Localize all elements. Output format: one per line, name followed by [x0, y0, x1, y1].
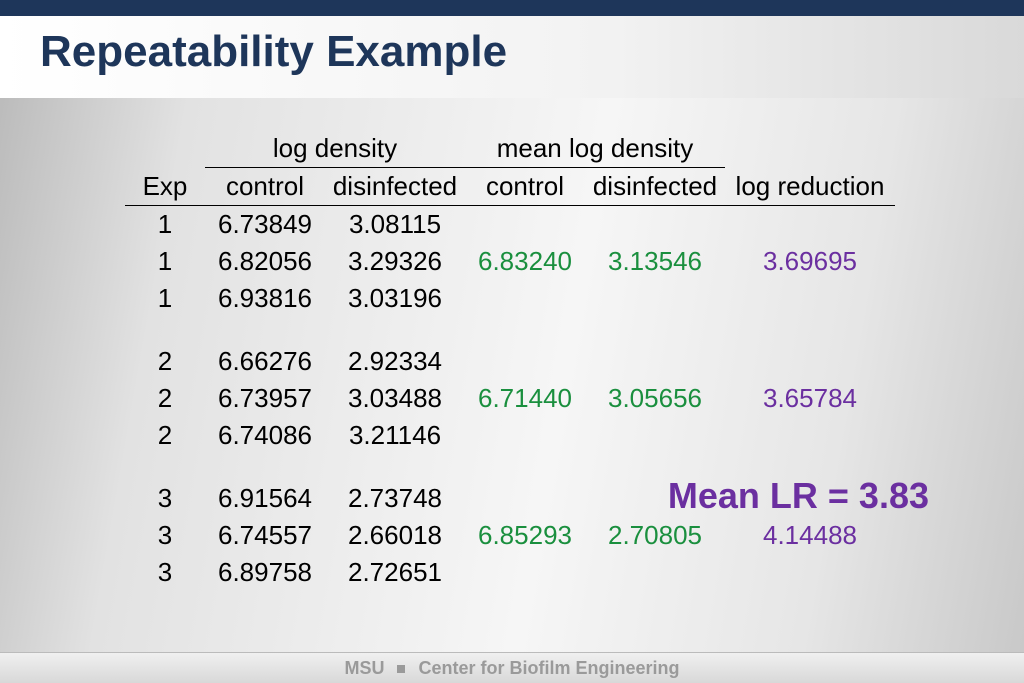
- col-control: control: [205, 168, 325, 206]
- cell-control: 6.74086: [205, 417, 325, 454]
- cell-control: 6.82056: [205, 243, 325, 280]
- cell-mean-disinfected: [585, 280, 725, 317]
- cell-disinfected: 3.29326: [325, 243, 465, 280]
- cell-log-reduction: [725, 206, 895, 244]
- content-area: log density mean log density Exp control…: [0, 130, 1024, 591]
- footer-separator-icon: [397, 665, 405, 673]
- cell-mean-control: [465, 206, 585, 244]
- cell-control: 6.93816: [205, 280, 325, 317]
- cell-exp: 3: [125, 480, 205, 517]
- cell-mean-disinfected: 3.13546: [585, 243, 725, 280]
- cell-mean-control: 6.85293: [465, 517, 585, 554]
- col-log-reduction: log reduction: [725, 168, 895, 206]
- cell-mean-control: [465, 554, 585, 591]
- title-band: Repeatability Example: [0, 16, 1024, 98]
- cell-control: 6.91564: [205, 480, 325, 517]
- cell-mean-control: [465, 343, 585, 380]
- cell-log-reduction: 3.65784: [725, 380, 895, 417]
- table-row: 16.820563.293266.832403.135463.69695: [125, 243, 895, 280]
- slide: Repeatability Example log density mean l…: [0, 0, 1024, 683]
- cell-control: 6.74557: [205, 517, 325, 554]
- cell-mean-control: [465, 280, 585, 317]
- table-row: [125, 317, 895, 343]
- cell-disinfected: 3.21146: [325, 417, 465, 454]
- cell-mean-control: 6.83240: [465, 243, 585, 280]
- group-header-mean-log-density: mean log density: [465, 130, 725, 168]
- cell-disinfected: 2.66018: [325, 517, 465, 554]
- cell-mean-disinfected: [585, 343, 725, 380]
- cell-mean-control: 6.71440: [465, 380, 585, 417]
- col-mean-disinfected: disinfected: [585, 168, 725, 206]
- footer-bar: MSU Center for Biofilm Engineering: [0, 652, 1024, 683]
- table-row: 26.739573.034886.714403.056563.65784: [125, 380, 895, 417]
- table-body: 16.738493.0811516.820563.293266.832403.1…: [125, 206, 895, 592]
- cell-control: 6.73849: [205, 206, 325, 244]
- cell-exp: 3: [125, 554, 205, 591]
- col-exp: Exp: [125, 168, 205, 206]
- cell-log-reduction: [725, 280, 895, 317]
- cell-log-reduction: 4.14488: [725, 517, 895, 554]
- table-row: 16.938163.03196: [125, 280, 895, 317]
- cell-exp: 1: [125, 206, 205, 244]
- cell-exp: 2: [125, 417, 205, 454]
- footer-dept: Center for Biofilm Engineering: [419, 658, 680, 678]
- slide-title: Repeatability Example: [40, 27, 507, 77]
- data-table: log density mean log density Exp control…: [125, 130, 895, 591]
- cell-exp: 2: [125, 343, 205, 380]
- cell-disinfected: 2.92334: [325, 343, 465, 380]
- cell-mean-control: [465, 480, 585, 517]
- table-row: 26.662762.92334: [125, 343, 895, 380]
- cell-mean-disinfected: 2.70805: [585, 517, 725, 554]
- cell-disinfected: 3.03196: [325, 280, 465, 317]
- footer-org: MSU: [344, 658, 384, 678]
- cell-log-reduction: [725, 417, 895, 454]
- col-mean-control: control: [465, 168, 585, 206]
- table-header: log density mean log density Exp control…: [125, 130, 895, 206]
- table-row: 16.738493.08115: [125, 206, 895, 244]
- cell-mean-disinfected: [585, 554, 725, 591]
- table-row: 36.745572.660186.852932.708054.14488: [125, 517, 895, 554]
- cell-disinfected: 2.73748: [325, 480, 465, 517]
- cell-control: 6.89758: [205, 554, 325, 591]
- mean-lr-summary: Mean LR = 3.83: [668, 475, 929, 517]
- cell-control: 6.73957: [205, 380, 325, 417]
- cell-exp: 1: [125, 280, 205, 317]
- cell-disinfected: 3.03488: [325, 380, 465, 417]
- cell-log-reduction: [725, 554, 895, 591]
- table-row: 36.897582.72651: [125, 554, 895, 591]
- cell-log-reduction: [725, 343, 895, 380]
- cell-exp: 2: [125, 380, 205, 417]
- cell-mean-disinfected: [585, 417, 725, 454]
- cell-exp: 1: [125, 243, 205, 280]
- group-header-log-density: log density: [205, 130, 465, 168]
- cell-mean-disinfected: [585, 206, 725, 244]
- cell-mean-disinfected: 3.05656: [585, 380, 725, 417]
- table-row: 26.740863.21146: [125, 417, 895, 454]
- cell-disinfected: 3.08115: [325, 206, 465, 244]
- col-disinfected: disinfected: [325, 168, 465, 206]
- cell-disinfected: 2.72651: [325, 554, 465, 591]
- cell-exp: 3: [125, 517, 205, 554]
- cell-mean-control: [465, 417, 585, 454]
- cell-control: 6.66276: [205, 343, 325, 380]
- cell-log-reduction: 3.69695: [725, 243, 895, 280]
- top-accent-bar: [0, 0, 1024, 16]
